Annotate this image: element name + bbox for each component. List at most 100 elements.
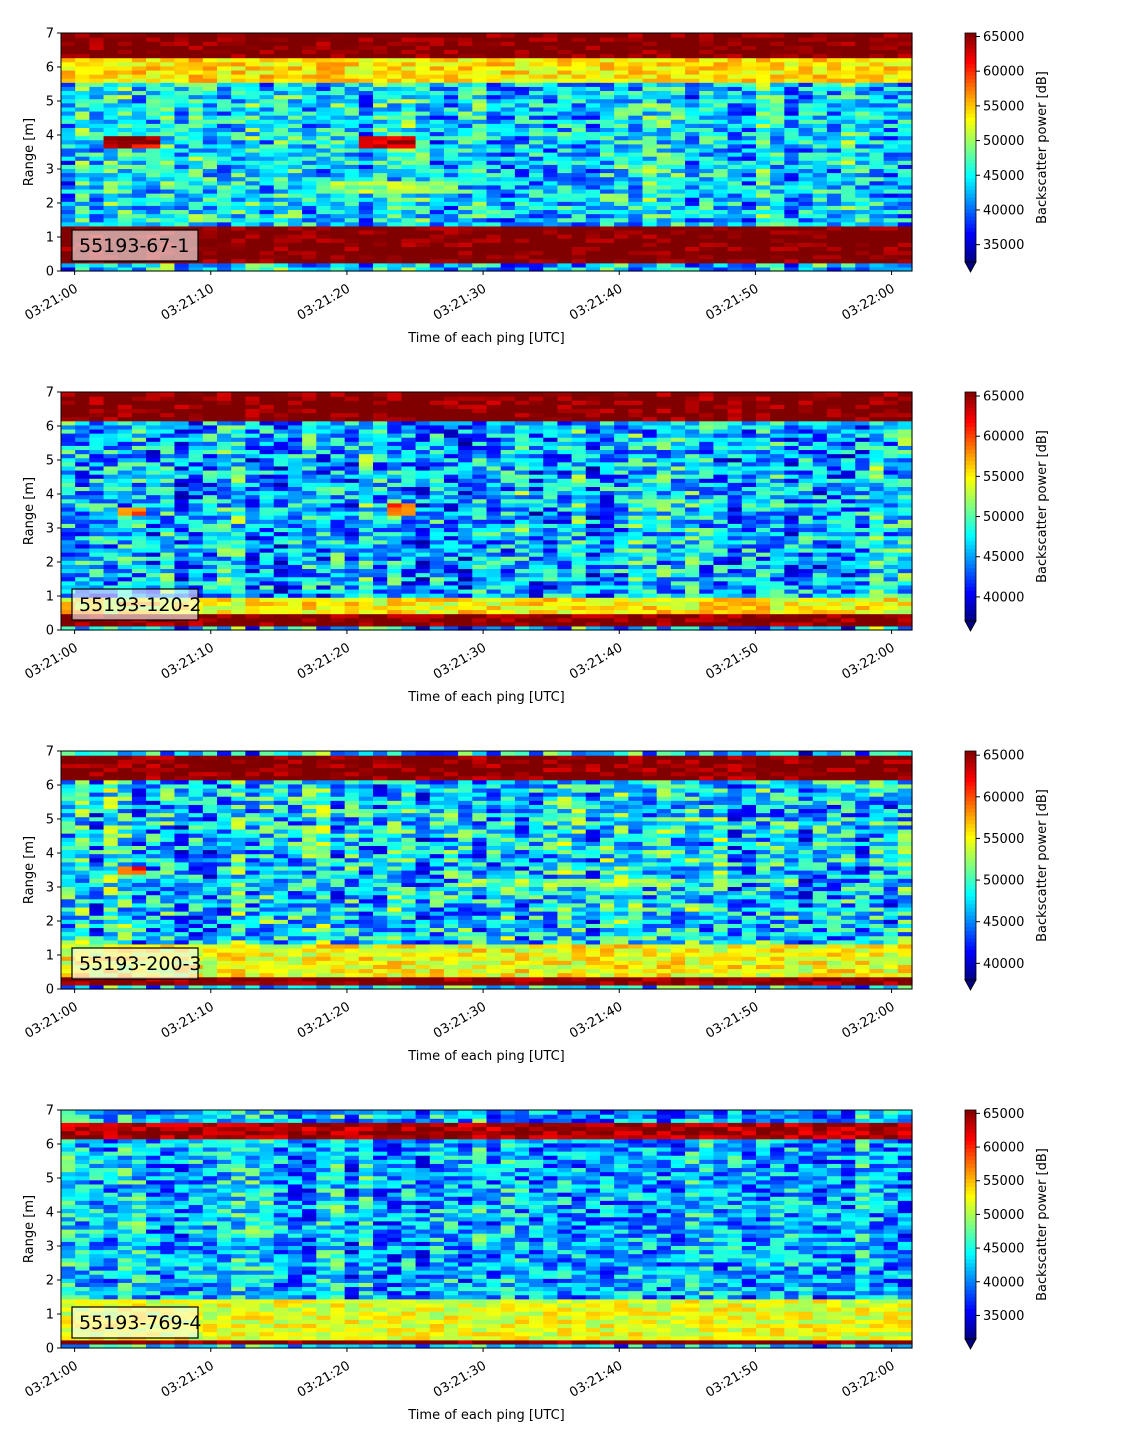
heatmap-cell <box>500 242 516 247</box>
heatmap-cell <box>131 556 147 561</box>
heatmap-cell <box>500 254 516 260</box>
heatmap-cell <box>685 172 700 178</box>
heatmap-cell <box>373 188 388 194</box>
heatmap-cell <box>75 65 90 71</box>
heatmap-cell <box>259 254 275 260</box>
heatmap-cell <box>514 127 530 133</box>
heatmap-cell <box>61 205 76 211</box>
heatmap-cell <box>131 625 147 631</box>
heatmap-cell <box>713 74 729 79</box>
heatmap-cell <box>599 94 615 100</box>
heatmap-cell <box>287 41 303 46</box>
heatmap-cell <box>841 213 856 219</box>
heatmap-cell <box>770 106 785 112</box>
heatmap-cell <box>231 135 246 141</box>
heatmap-cell <box>869 160 885 165</box>
heatmap-cell <box>812 78 828 83</box>
heatmap-cell <box>160 197 176 202</box>
heatmap-cell <box>302 131 317 137</box>
heatmap-cell <box>273 69 289 75</box>
heatmap-cell <box>146 156 161 161</box>
heatmap-cell <box>897 205 913 211</box>
heatmap-cell <box>614 250 629 256</box>
heatmap-cell <box>486 127 502 133</box>
heatmap-cell <box>727 184 743 190</box>
heatmap-cell <box>741 188 757 194</box>
heatmap-cell <box>146 188 161 194</box>
heatmap-cell <box>755 258 771 264</box>
heatmap-cell <box>670 102 686 108</box>
heatmap-cell <box>330 519 346 524</box>
heatmap-cell <box>174 498 190 504</box>
heatmap-cell <box>316 449 332 455</box>
heatmap-cell <box>146 168 161 174</box>
heatmap-cell <box>571 217 587 223</box>
heatmap-cell <box>798 115 814 120</box>
heatmap-cell <box>75 143 90 149</box>
heatmap-cell <box>316 519 332 524</box>
heatmap-cell <box>685 127 700 133</box>
heatmap-cell <box>784 74 800 79</box>
heatmap-cell <box>458 242 473 247</box>
heatmap-cell <box>670 147 686 153</box>
heatmap-cell <box>217 119 232 124</box>
heatmap-cell <box>727 45 743 51</box>
heatmap-cell <box>798 258 814 264</box>
heatmap-cell <box>656 119 672 124</box>
heatmap-cell <box>103 61 119 67</box>
heatmap-cell <box>614 86 629 92</box>
heatmap-cell <box>443 37 459 42</box>
heatmap-cell <box>628 160 644 165</box>
heatmap-cell <box>160 576 176 582</box>
heatmap-cell <box>500 201 516 206</box>
heatmap-cell <box>500 234 516 239</box>
heatmap-cell <box>826 33 842 38</box>
heatmap-cell <box>160 102 176 108</box>
heatmap-cell <box>273 98 289 104</box>
heatmap-cell <box>685 234 700 239</box>
heatmap-cell <box>883 65 899 71</box>
heatmap-cell <box>599 152 615 157</box>
heatmap-cell <box>741 57 757 63</box>
heatmap-cell <box>571 229 587 235</box>
heatmap-cell <box>713 82 729 87</box>
heatmap-cell <box>103 461 119 467</box>
heatmap-cell <box>103 498 119 504</box>
heatmap-cell <box>841 147 856 153</box>
heatmap-cell <box>273 176 289 182</box>
heatmap-cell <box>89 445 105 451</box>
heatmap-cell <box>287 527 303 533</box>
heatmap-cell <box>514 266 530 272</box>
heatmap-cell <box>202 441 218 446</box>
heatmap-cell <box>202 572 218 578</box>
heatmap-cell <box>841 152 856 157</box>
heatmap-cell <box>358 609 374 615</box>
heatmap-cell <box>585 201 601 206</box>
heatmap-cell <box>585 98 601 104</box>
heatmap-cell <box>245 197 261 202</box>
heatmap-cell <box>727 172 743 178</box>
heatmap-cell <box>231 156 246 161</box>
heatmap-cell <box>443 143 459 149</box>
heatmap-cell <box>812 266 828 272</box>
heatmap-cell <box>798 147 814 153</box>
heatmap-cell <box>628 266 644 272</box>
heatmap-cell <box>61 176 76 182</box>
heatmap-cell <box>344 490 360 496</box>
heatmap-cell <box>614 57 629 63</box>
heatmap-cell <box>358 90 374 96</box>
heatmap-cell <box>557 65 573 71</box>
heatmap-cell <box>131 449 147 455</box>
heatmap-cell <box>699 238 715 243</box>
heatmap-cell <box>841 209 856 215</box>
heatmap-cell <box>429 246 445 252</box>
heatmap-cell <box>628 78 644 83</box>
heatmap-cell <box>741 160 757 165</box>
heatmap-cell <box>174 515 190 520</box>
heatmap-cell <box>245 560 261 565</box>
heatmap-cell <box>273 127 289 133</box>
heatmap-cell <box>387 254 402 260</box>
heatmap-cell <box>188 110 204 116</box>
heatmap-cell <box>302 94 317 100</box>
heatmap-cell <box>500 94 516 100</box>
